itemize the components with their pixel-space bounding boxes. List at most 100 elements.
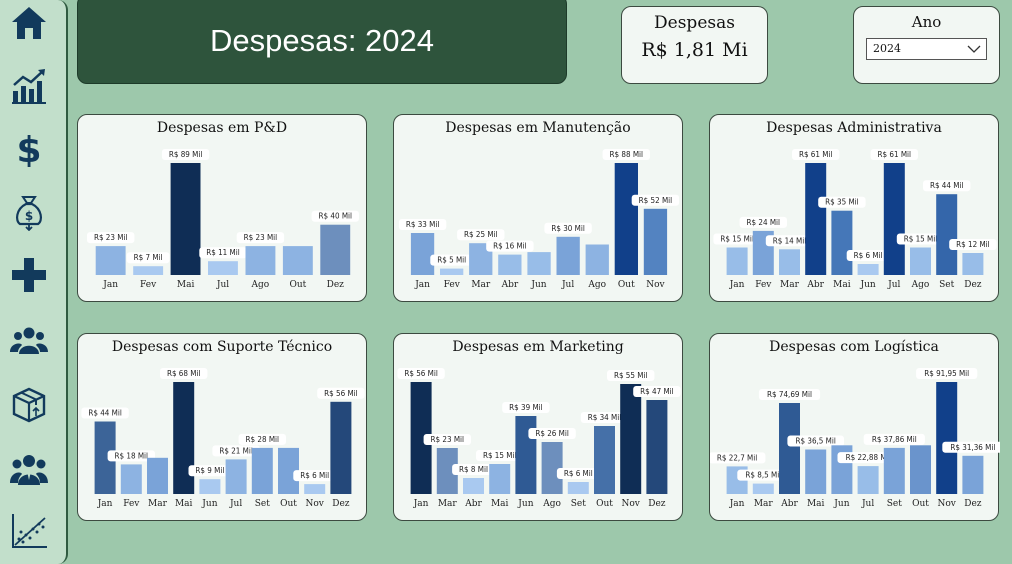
bar-jun[interactable] bbox=[527, 252, 551, 275]
bar-dez[interactable] bbox=[320, 224, 351, 275]
x-tick-label: Jul bbox=[561, 280, 574, 290]
bar-ago[interactable] bbox=[585, 244, 609, 276]
bar-fev[interactable] bbox=[120, 464, 142, 494]
data-label-background bbox=[737, 469, 790, 481]
bar-jun[interactable] bbox=[857, 264, 879, 275]
bar-chart-icon[interactable] bbox=[10, 67, 48, 105]
data-label-background bbox=[758, 389, 821, 400]
bar-jan[interactable] bbox=[726, 247, 748, 276]
bar-dez[interactable] bbox=[330, 401, 352, 494]
data-label-background bbox=[457, 229, 505, 241]
bar-jul[interactable] bbox=[208, 261, 238, 275]
bar-mar[interactable] bbox=[147, 457, 168, 494]
bar-ago[interactable] bbox=[245, 246, 276, 275]
scatter-trend-icon[interactable] bbox=[10, 512, 48, 550]
bar-mai[interactable] bbox=[489, 464, 511, 494]
bar-jan[interactable] bbox=[94, 421, 116, 495]
x-tick-label: Jun bbox=[201, 499, 217, 509]
x-tick-label: Fev bbox=[444, 280, 461, 290]
x-tick-label: Nov bbox=[646, 280, 665, 290]
bar-nov[interactable] bbox=[643, 208, 668, 275]
bar-out[interactable] bbox=[910, 445, 931, 494]
data-label-background bbox=[633, 386, 681, 397]
bar-dez[interactable] bbox=[962, 455, 984, 494]
bar-dez[interactable] bbox=[962, 253, 984, 275]
x-tick-label: Dez bbox=[327, 280, 345, 290]
data-label: R$ 21 Mil bbox=[219, 446, 253, 455]
year-filter-label: Ano bbox=[911, 13, 942, 31]
bar-jul[interactable] bbox=[225, 459, 247, 494]
x-tick-label: Dez bbox=[332, 499, 350, 509]
data-label: R$ 52 Mil bbox=[639, 196, 673, 205]
bar-mai[interactable] bbox=[831, 210, 853, 275]
box-icon[interactable] bbox=[10, 386, 48, 424]
x-tick-label: Mai bbox=[833, 280, 851, 290]
bar-mar[interactable] bbox=[779, 249, 800, 275]
bar-out[interactable] bbox=[594, 426, 615, 494]
bar-abr[interactable] bbox=[779, 403, 800, 494]
data-label-background bbox=[161, 149, 210, 160]
data-label-background bbox=[544, 222, 592, 234]
bar-jul[interactable] bbox=[883, 163, 905, 275]
x-tick-label: Set bbox=[571, 499, 586, 509]
data-label-background bbox=[607, 370, 655, 381]
bar-ago[interactable] bbox=[910, 247, 931, 276]
x-tick-label: Jul bbox=[861, 499, 874, 509]
bar-set[interactable] bbox=[567, 482, 589, 494]
bar-jan[interactable] bbox=[410, 382, 432, 494]
bar-jan[interactable] bbox=[95, 246, 126, 275]
bar-set[interactable] bbox=[936, 194, 958, 275]
bar-mai[interactable] bbox=[173, 382, 195, 494]
bar-fev[interactable] bbox=[133, 266, 164, 275]
chart-pd: Jan R$ 23 Mil Fev R$ 7 Mil Mai R$ 89 Mil Jul R$… bbox=[87, 149, 359, 290]
chart-title: Despesas em Manutenção bbox=[445, 120, 631, 136]
data-label: R$ 8,5 Mil bbox=[745, 471, 781, 480]
bar-abr[interactable] bbox=[463, 478, 484, 494]
bar-abr[interactable] bbox=[498, 254, 522, 275]
data-label: R$ 15 Mil bbox=[483, 451, 517, 460]
data-label: R$ 61 Mil bbox=[799, 150, 833, 159]
bar-mar[interactable] bbox=[469, 243, 493, 275]
x-tick-label: Out bbox=[290, 280, 307, 290]
year-dropdown[interactable]: 2024 bbox=[866, 38, 987, 60]
bar-mar[interactable] bbox=[752, 483, 774, 494]
money-bag-icon[interactable]: $ bbox=[10, 193, 48, 231]
svg-text:$: $ bbox=[25, 209, 33, 223]
bar-mar[interactable] bbox=[436, 448, 458, 494]
data-label: R$ 5 Mil bbox=[437, 256, 466, 265]
bar-set[interactable] bbox=[251, 447, 273, 494]
bar-ago[interactable] bbox=[541, 442, 563, 494]
bar-nov[interactable] bbox=[620, 384, 642, 494]
plus-icon[interactable] bbox=[10, 256, 48, 294]
data-label-background bbox=[846, 250, 890, 261]
home-icon[interactable] bbox=[10, 4, 48, 42]
x-tick-label: Mar bbox=[780, 280, 800, 290]
team-icon[interactable] bbox=[10, 450, 48, 488]
x-tick-label: Jun bbox=[859, 280, 875, 290]
users-group-icon[interactable] bbox=[10, 321, 48, 359]
bar-nov[interactable] bbox=[304, 484, 326, 494]
x-tick-label: Mai bbox=[491, 499, 509, 509]
bar-mai[interactable] bbox=[805, 449, 827, 495]
bar-abr[interactable] bbox=[805, 163, 827, 275]
x-tick-label: Set bbox=[255, 499, 270, 509]
bar-out[interactable] bbox=[614, 163, 638, 275]
bar-fev[interactable] bbox=[440, 268, 464, 275]
data-label: R$ 23 Mil bbox=[94, 233, 128, 242]
bar-mai[interactable] bbox=[170, 163, 201, 275]
data-label-background bbox=[452, 464, 495, 475]
bar-jul[interactable] bbox=[857, 466, 879, 494]
bar-jun[interactable] bbox=[515, 416, 537, 494]
bar-set[interactable] bbox=[883, 447, 905, 494]
x-tick-label: Nov bbox=[622, 499, 641, 509]
bar-dez[interactable] bbox=[646, 400, 668, 494]
bar-jul[interactable] bbox=[556, 236, 580, 275]
bar-nov[interactable] bbox=[936, 382, 958, 494]
year-selected-value: 2024 bbox=[873, 42, 901, 55]
bar-out[interactable] bbox=[278, 447, 299, 494]
bar-out[interactable] bbox=[282, 246, 313, 275]
x-tick-label: Out bbox=[912, 499, 929, 509]
bar-jun[interactable] bbox=[199, 479, 221, 494]
bar-jan[interactable] bbox=[410, 233, 435, 275]
dollar-icon[interactable]: $ bbox=[10, 129, 48, 167]
